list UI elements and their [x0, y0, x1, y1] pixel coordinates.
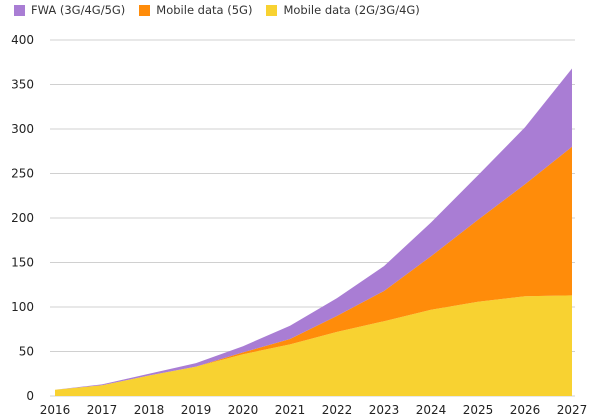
x-tick-label: 2027 — [557, 403, 588, 417]
y-tick-label: 250 — [11, 167, 34, 181]
x-axis-labels: 2016 2017 2018 2019 2020 2021 2022 2023 2024 2025… — [40, 403, 588, 417]
y-tick-label: 100 — [11, 300, 34, 314]
y-tick-label: 0 — [26, 389, 34, 403]
y-tick-label: 400 — [11, 33, 34, 47]
legend-label: FWA (3G/4G/5G) — [31, 3, 126, 17]
x-tick-label: 2017 — [87, 403, 118, 417]
legend-swatch — [139, 4, 151, 16]
x-tick-label: 2019 — [181, 403, 212, 417]
legend-label: Mobile data (2G/3G/4G) — [283, 3, 420, 17]
x-tick-label: 2023 — [369, 403, 400, 417]
series-area-fwa-3g-4g-5g — [55, 68, 572, 390]
chart-legend: FWA (3G/4G/5G) Mobile data (5G) Mobile dat… — [14, 3, 420, 17]
y-axis-labels: 0 50 100 150 200 250 300 350 400 — [11, 33, 34, 403]
y-tick-label: 150 — [11, 256, 34, 270]
y-tick-label: 350 — [11, 78, 34, 92]
legend-swatch — [14, 4, 25, 16]
legend-label: Mobile data (5G) — [156, 3, 253, 17]
legend-item: Mobile data (5G) — [139, 3, 252, 17]
y-tick-label: 50 — [19, 345, 34, 359]
legend-swatch — [266, 4, 278, 16]
y-tick-label: 200 — [11, 211, 34, 225]
series-area-mobile-data-2g-3g-4g — [55, 295, 572, 396]
x-tick-label: 2025 — [463, 403, 494, 417]
x-tick-label: 2026 — [510, 403, 541, 417]
y-tick-label: 300 — [11, 122, 34, 136]
legend-item: FWA (3G/4G/5G) — [14, 3, 125, 17]
x-tick-label: 2016 — [40, 403, 71, 417]
x-tick-label: 2018 — [134, 403, 165, 417]
x-tick-label: 2020 — [228, 403, 259, 417]
x-tick-label: 2021 — [275, 403, 306, 417]
x-tick-label: 2022 — [322, 403, 353, 417]
series-area-mobile-data-5g — [55, 146, 572, 390]
stacked-areas — [55, 68, 572, 396]
x-tick-label: 2024 — [416, 403, 447, 417]
legend-item: Mobile data (2G/3G/4G) — [266, 3, 420, 17]
